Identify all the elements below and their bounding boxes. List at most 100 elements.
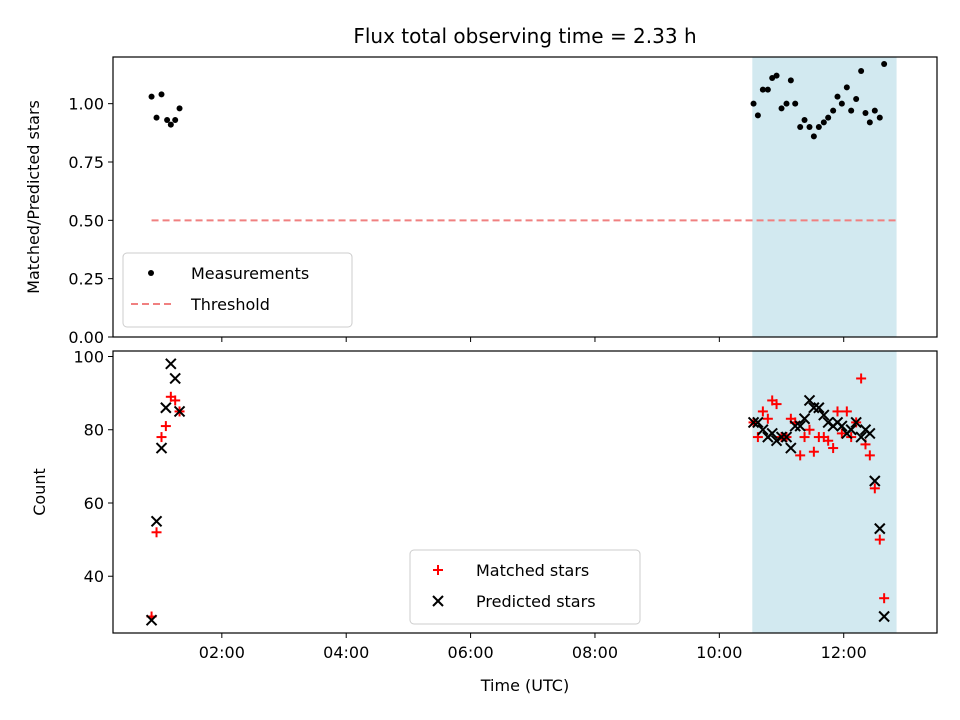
predicted-star-point: [173, 405, 186, 418]
ratio-axes-frame: [112, 56, 938, 338]
y-tick-label: 0.25: [68, 270, 104, 289]
measurement-point: [853, 96, 860, 102]
x-axis-label: Time (UTC): [480, 676, 569, 695]
legend-marker: [432, 595, 444, 607]
y-tick-label: 40: [84, 567, 104, 586]
matched-star-point: [757, 406, 768, 417]
x-tick-label: 12:00: [821, 643, 867, 662]
legend-label: Threshold: [190, 295, 270, 314]
count-x-ticks: 02:00 04:00 06:00 08:00 10:00 12:00: [199, 633, 867, 662]
measurement-point: [172, 117, 179, 123]
matched-star-point: [836, 428, 847, 439]
measurement-point: [834, 93, 841, 100]
predicted-star-point: [150, 515, 163, 528]
y-tick-label: 80: [84, 421, 104, 440]
ratio-panel: 0.00 0.25 0.50 0.75 1.00 Matched/Predicted s…: [24, 56, 938, 347]
measurement-point: [754, 112, 761, 119]
predicted-star-point: [803, 394, 816, 407]
predicted-star-point: [169, 372, 181, 385]
measurement-point: [167, 121, 174, 128]
predicted-star-point: [845, 424, 857, 436]
measurement-point: [838, 100, 845, 107]
measurement-point: [773, 72, 780, 79]
matched-star-point: [771, 399, 782, 410]
x-tick-label: 06:00: [448, 643, 494, 662]
legend-entry: Measurements: [148, 264, 309, 283]
measurement-point: [820, 119, 827, 126]
ratio-marks: [148, 61, 897, 222]
count-legend: Matched stars Predicted stars: [409, 549, 641, 625]
x-tick-label: 04:00: [323, 643, 369, 662]
measurement-point: [843, 84, 850, 91]
predicted-star-point: [836, 420, 848, 432]
matched-star-point: [808, 446, 819, 457]
measurement-point: [750, 100, 757, 107]
matched-star-point: [151, 527, 162, 538]
y-tick-label: 100: [73, 347, 104, 366]
measurement-point: [792, 100, 799, 107]
measurement-point: [815, 124, 822, 130]
matched-star-point: [832, 406, 843, 417]
matched-star-point: [170, 395, 181, 406]
measurement-point: [787, 77, 794, 84]
legend-label: Predicted stars: [476, 592, 596, 611]
measurement-point: [778, 105, 785, 112]
legend-entry: Threshold: [131, 295, 270, 314]
predicted-star-point: [850, 416, 862, 429]
ratio-legend: Measurements Threshold: [122, 252, 353, 328]
measurement-point: [806, 124, 813, 130]
predicted-star-point: [794, 420, 806, 432]
measurement-point: [825, 114, 832, 121]
chart-title: Flux total observing time = 2.33 h: [353, 24, 696, 48]
matched-star-point: [799, 432, 810, 443]
measurement-point: [158, 91, 165, 98]
count-panel: 40 60 80 100 02:00 04:00 06:00 08:00 10:00 12:00…: [30, 347, 938, 695]
x-tick-label: 08:00: [572, 643, 618, 662]
predicted-star-point: [155, 442, 168, 454]
y-tick-label: 1.00: [68, 95, 104, 114]
matched-star-point: [823, 435, 834, 446]
measurement-point: [783, 100, 790, 107]
measurement-point: [876, 114, 883, 121]
matched-star-point: [841, 406, 852, 417]
matched-star-point: [828, 443, 839, 454]
measurement-point: [801, 117, 808, 123]
predicted-star-point: [757, 424, 769, 436]
count-y-axis-label: Count: [30, 468, 49, 516]
predicted-star-point: [813, 402, 825, 414]
y-tick-label: 0.75: [68, 153, 104, 172]
count-marks: [145, 358, 890, 626]
y-tick-label: 0.50: [68, 211, 104, 230]
measurement-point: [153, 114, 160, 121]
measurement-point: [866, 119, 873, 126]
x-tick-label: 02:00: [199, 643, 245, 662]
legend-box: [122, 252, 353, 328]
matched-star-point: [864, 450, 875, 461]
measurement-point: [848, 107, 855, 114]
matched-star-point: [795, 450, 806, 461]
predicted-star-point: [798, 413, 811, 425]
matched-star-point: [869, 483, 880, 494]
count-y-ticks: 40 60 80 100: [73, 347, 113, 586]
predicted-star-point: [780, 431, 793, 443]
legend-box: [409, 549, 641, 625]
y-tick-label: 60: [84, 494, 104, 513]
legend-entry: Predicted stars: [432, 592, 596, 611]
predicted-star-point: [869, 475, 881, 487]
count-axes-frame: [112, 350, 938, 634]
matched-star-point: [156, 432, 167, 443]
measurement-point: [858, 68, 865, 74]
matched-star-point: [879, 593, 890, 604]
observing-window-shade: [752, 351, 897, 633]
predicted-star-point: [874, 522, 886, 535]
predicted-star-point: [808, 402, 820, 414]
matched-star-point: [160, 421, 171, 432]
measurement-point: [176, 105, 183, 112]
measurement-point: [810, 133, 817, 140]
predicted-star-point: [775, 431, 788, 443]
legend-label: Matched stars: [476, 561, 589, 580]
measurement-point: [759, 86, 766, 93]
measurement-point: [164, 117, 171, 123]
predicted-star-point: [864, 427, 876, 440]
